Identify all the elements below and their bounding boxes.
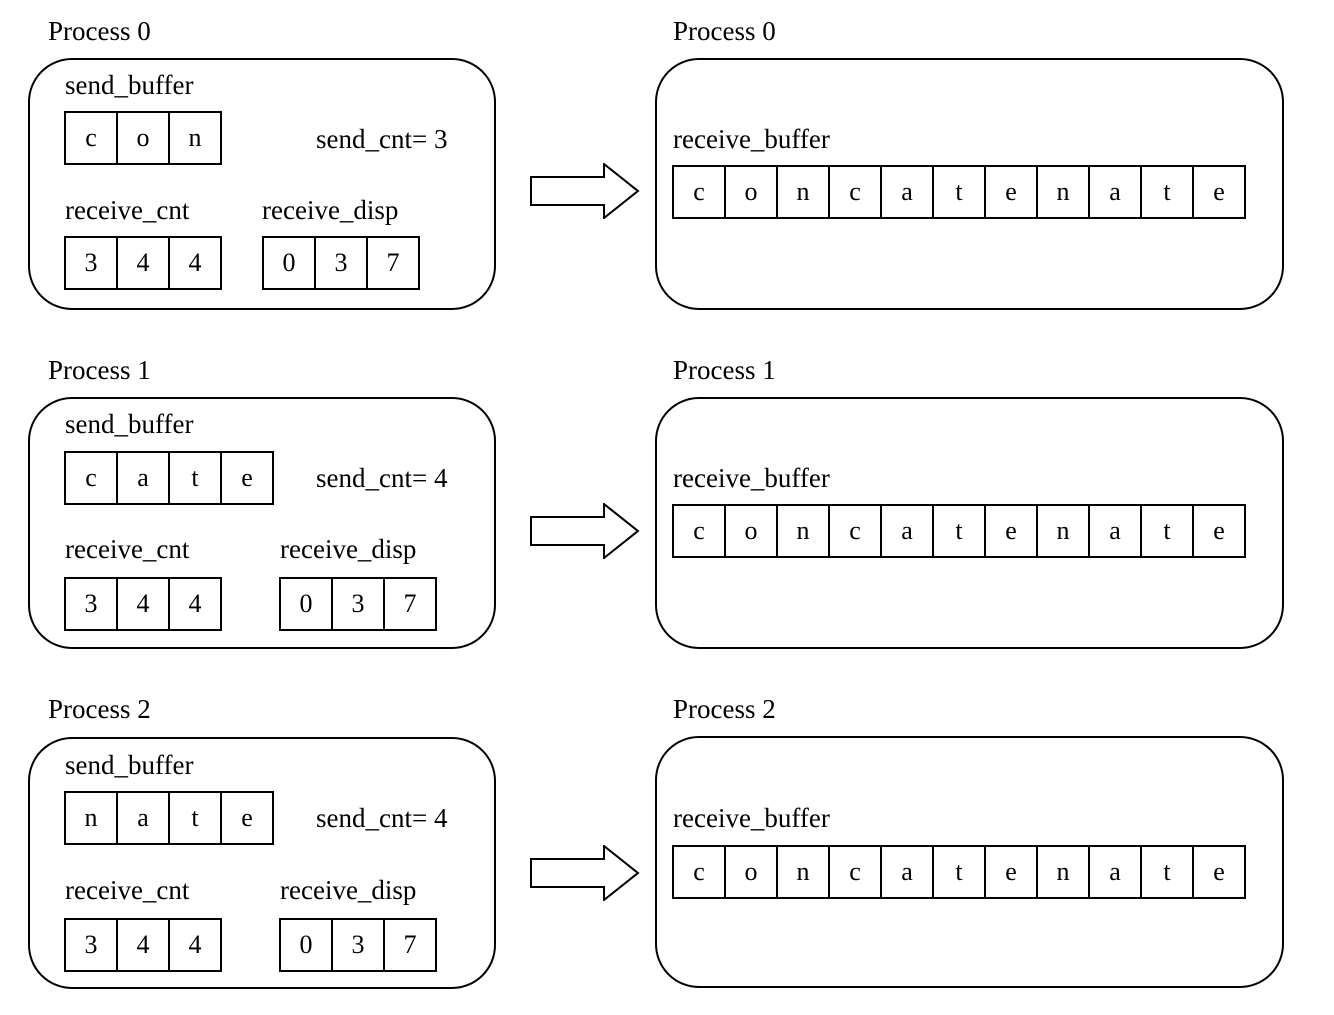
receive-buffer-cell: o [724,165,778,219]
receive-buffer-cell: c [672,165,726,219]
receive-buffer-cell: e [984,504,1038,558]
receive-cnt-cell: 4 [116,577,170,631]
receive-cnt-cell: 4 [116,918,170,972]
receive-buffer: c o n c a t e n a t e [672,504,1246,558]
receive-disp: 0 3 7 [279,577,437,631]
receive-disp: 0 3 7 [262,236,420,290]
send-buffer-cell: o [116,111,170,165]
receive-cnt-cell: 3 [64,918,118,972]
receive-disp-cell: 7 [383,918,437,972]
process-title-result: Process 1 [673,355,776,385]
send-buffer-cell: a [116,791,170,845]
send-buffer: c a t e [64,451,274,505]
receive-buffer-cell: e [1192,845,1246,899]
receive-buffer-label: receive_buffer [673,803,830,833]
receive-buffer-label: receive_buffer [673,463,830,493]
receive-cnt: 3 4 4 [64,918,222,972]
receive-buffer-cell: o [724,845,778,899]
send-buffer: c o n [64,111,222,165]
process-title: Process 1 [48,355,151,385]
receive-disp-label: receive_disp [280,534,417,564]
receive-buffer-cell: c [828,165,882,219]
send-buffer-cell: n [168,111,222,165]
receive-buffer-cell: c [828,504,882,558]
receive-buffer-cell: a [1088,165,1142,219]
receive-buffer-cell: n [776,504,830,558]
receive-cnt-label: receive_cnt [65,534,190,564]
send-buffer-label: send_buffer [65,750,194,780]
send-buffer: n a t e [64,791,274,845]
receive-disp: 0 3 7 [279,918,437,972]
receive-buffer-cell: a [880,504,934,558]
receive-buffer-cell: a [880,845,934,899]
receive-buffer-cell: t [1140,504,1194,558]
receive-buffer-cell: e [984,165,1038,219]
receive-buffer-cell: o [724,504,778,558]
receive-cnt: 3 4 4 [64,236,222,290]
receive-buffer-cell: e [1192,504,1246,558]
gather-arrow [530,503,640,559]
receive-cnt-label: receive_cnt [65,195,190,225]
receive-buffer-cell: a [880,165,934,219]
receive-cnt: 3 4 4 [64,577,222,631]
receive-disp-label: receive_disp [262,195,399,225]
receive-buffer-cell: n [1036,845,1090,899]
process-title-result: Process 0 [673,16,776,46]
receive-buffer-cell: t [932,504,986,558]
gather-arrow [530,845,640,901]
receive-buffer-cell: n [776,165,830,219]
send-buffer-cell: e [220,451,274,505]
receive-disp-cell: 7 [383,577,437,631]
process-title: Process 0 [48,16,151,46]
send-buffer-cell: t [168,451,222,505]
send-cnt-label: send_cnt= 4 [316,803,448,833]
receive-buffer: c o n c a t e n a t e [672,845,1246,899]
receive-buffer-cell: a [1088,845,1142,899]
receive-buffer-cell: t [1140,845,1194,899]
receive-buffer-cell: t [1140,165,1194,219]
process-title: Process 2 [48,694,151,724]
receive-disp-cell: 0 [279,918,333,972]
receive-buffer-cell: n [776,845,830,899]
send-buffer-cell: c [64,111,118,165]
receive-buffer-cell: t [932,845,986,899]
receive-buffer-label: receive_buffer [673,124,830,154]
send-buffer-cell: n [64,791,118,845]
receive-buffer-cell: n [1036,504,1090,558]
receive-disp-cell: 3 [314,236,368,290]
receive-cnt-label: receive_cnt [65,875,190,905]
receive-disp-cell: 0 [262,236,316,290]
gather-arrow [530,163,640,219]
receive-buffer-cell: e [1192,165,1246,219]
receive-disp-cell: 3 [331,577,385,631]
receive-buffer-cell: c [672,504,726,558]
send-cnt-label: send_cnt= 3 [316,124,448,154]
send-buffer-cell: a [116,451,170,505]
receive-disp-label: receive_disp [280,875,417,905]
receive-disp-cell: 7 [366,236,420,290]
send-cnt-label: send_cnt= 4 [316,463,448,493]
process-title-result: Process 2 [673,694,776,724]
receive-disp-cell: 0 [279,577,333,631]
receive-cnt-cell: 3 [64,236,118,290]
receive-cnt-cell: 4 [168,236,222,290]
receive-cnt-cell: 4 [168,577,222,631]
receive-buffer-cell: c [672,845,726,899]
send-buffer-label: send_buffer [65,70,194,100]
receive-disp-cell: 3 [331,918,385,972]
receive-buffer-cell: e [984,845,1038,899]
receive-buffer-cell: n [1036,165,1090,219]
receive-buffer: c o n c a t e n a t e [672,165,1246,219]
send-buffer-label: send_buffer [65,409,194,439]
receive-cnt-cell: 3 [64,577,118,631]
send-buffer-cell: t [168,791,222,845]
receive-buffer-cell: c [828,845,882,899]
receive-cnt-cell: 4 [168,918,222,972]
receive-buffer-cell: t [932,165,986,219]
send-buffer-cell: c [64,451,118,505]
receive-cnt-cell: 4 [116,236,170,290]
send-buffer-cell: e [220,791,274,845]
receive-buffer-cell: a [1088,504,1142,558]
